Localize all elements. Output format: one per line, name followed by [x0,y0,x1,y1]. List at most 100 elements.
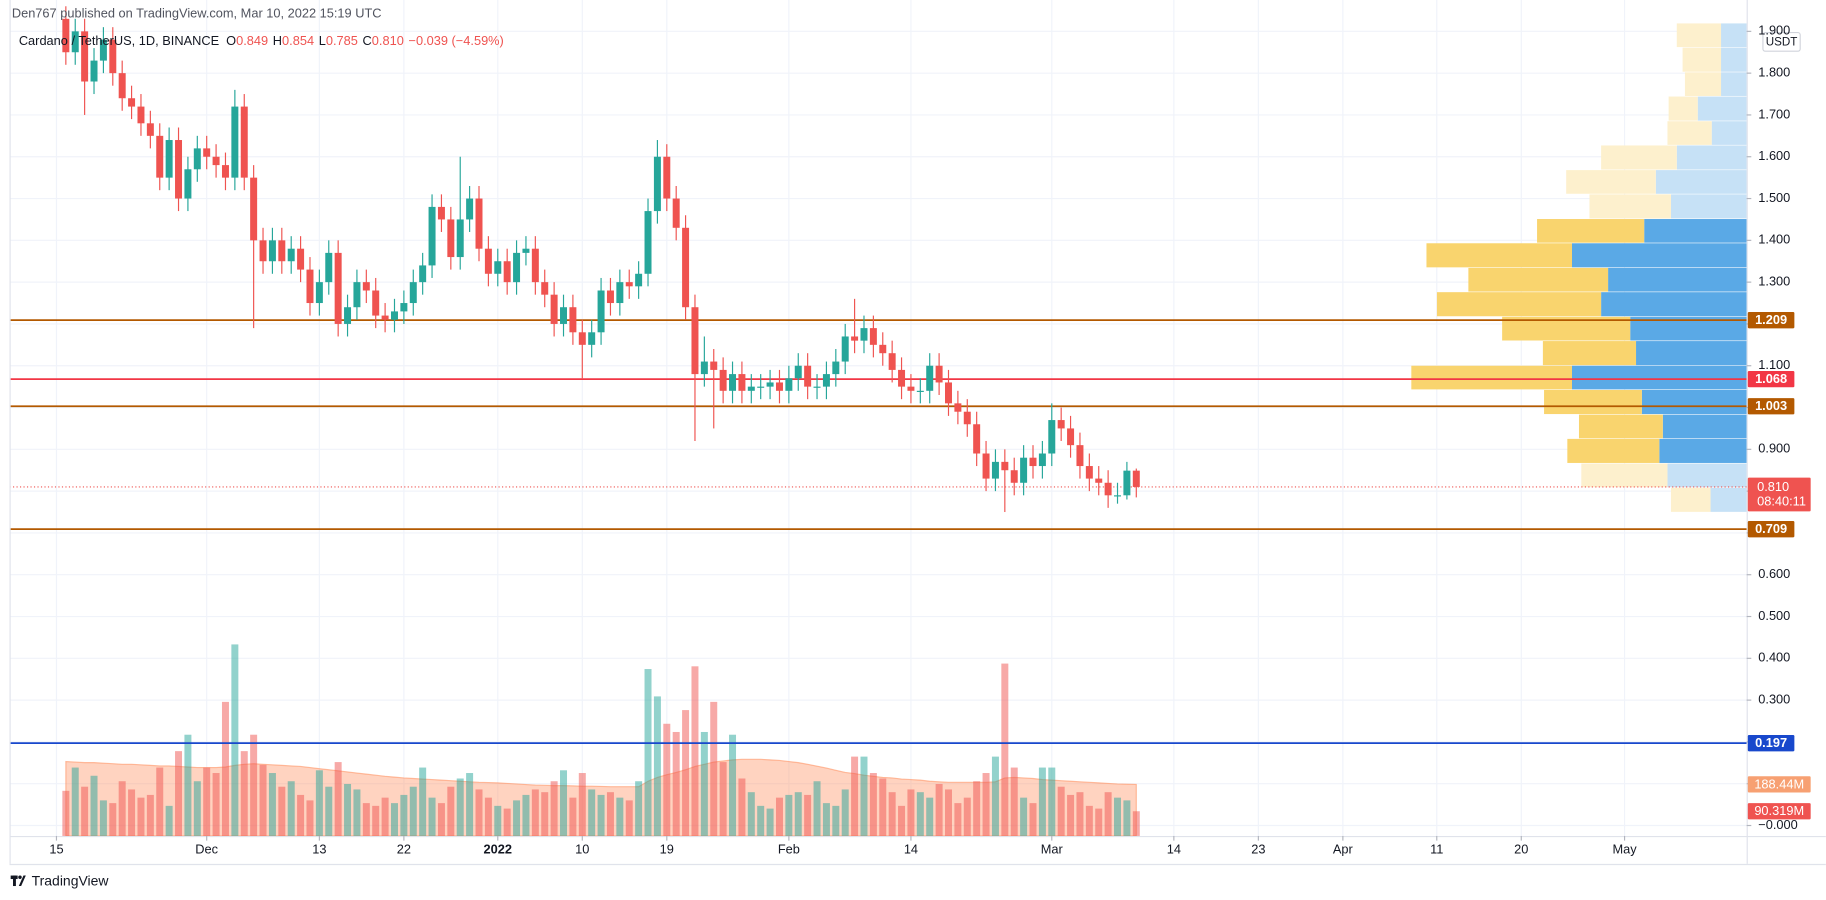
candle-body [719,369,727,391]
volume-bar [691,666,699,836]
volume-bar [813,781,821,836]
candle-body [982,453,990,479]
volume-bar [90,775,98,836]
candle-body [794,365,802,379]
level-badge: 0.709 [1755,521,1787,536]
volume-bar [672,731,680,836]
volume-bar [1020,797,1028,836]
symbol: Cardano / TetherUS, 1D, BINANCE [19,33,219,48]
legend-key: C [363,33,372,48]
candle-body [832,361,840,375]
candle-body [691,307,699,375]
volume-bar [738,778,746,836]
x-tick-label: 2022 [484,841,512,856]
volume-bar [259,764,267,836]
candle-body [954,403,962,412]
profile-up [1571,365,1747,390]
candle-body [644,211,652,274]
volume-bar [644,669,652,836]
volume-bar [128,789,136,836]
volume-bar [503,808,511,836]
brand-logo [10,875,26,887]
candle-body [409,282,417,304]
profile-down [1682,47,1722,72]
volume-bar [1038,767,1046,836]
candle-body [869,328,877,345]
profile-up [1670,194,1747,219]
candle-body [456,219,464,258]
volume-bar [99,800,107,836]
volume-bar [334,762,342,836]
volume-bar [466,773,474,836]
volume-bar [137,797,145,836]
volume-bar [419,767,427,836]
candle-body [156,135,164,178]
volume-bar [804,794,812,836]
volume-bar [1132,811,1140,836]
currency-box [1762,32,1801,52]
volume-bar [588,789,596,836]
candle-body [81,31,89,82]
candle-body [907,386,915,391]
volume-bar [1001,663,1009,836]
candle-body [475,198,483,249]
profile-up [1721,47,1747,72]
candle-body [221,165,229,178]
x-tick-label: Mar [1041,841,1064,856]
level-badge: 1.068 [1755,371,1787,386]
candle-body [945,382,952,404]
y-tick-label: 1.300 [1758,274,1790,289]
candle-body [813,386,821,388]
candle-body [963,411,971,425]
candle-body [822,374,830,387]
candle-body [1132,470,1140,487]
x-tick-label: 13 [312,841,326,856]
volume-bar [513,800,521,836]
candle-body [710,361,718,370]
volume-bar [221,701,229,836]
candle-body [653,156,661,212]
candle-body [466,198,474,220]
candle-body [381,315,389,320]
candle-body [437,206,445,220]
candle-body [90,60,98,82]
volume-bar [212,773,220,836]
profile-down [1537,219,1645,243]
volume-bar [250,734,258,836]
x-tick-label: 15 [49,841,63,856]
y-tick-label: 1.100 [1758,357,1790,372]
profile-down [1668,96,1698,121]
volume-bar [1123,800,1131,836]
volume-bar [447,786,455,836]
volume-bar [954,803,962,836]
y-tick-label: 1.700 [1758,106,1790,121]
candle-body [1057,420,1065,429]
candle-body [1038,453,1046,467]
y-tick-label: 1.400 [1758,232,1790,247]
candle-body [1085,466,1093,479]
candle-body [1104,482,1112,496]
x-tick-label: 11 [1430,841,1443,856]
volume-bar [766,808,774,836]
volume-bar [344,783,352,836]
candle-body [372,290,380,316]
candle-body [625,282,633,287]
x-tick-label: May [1612,841,1637,856]
candle-body [278,240,286,262]
volume-bar [560,770,568,836]
x-tick-label: 14 [1167,841,1181,856]
candle-body [390,311,398,320]
profile-down [1542,341,1637,366]
candle-body [231,106,239,178]
legend-change: −0.039 (−4.59%) [408,33,503,48]
candle-body [118,73,126,99]
profile-up [1636,341,1747,366]
volume-bar [700,731,708,836]
volume-bar [926,797,934,836]
volume-bar [372,805,380,836]
profile-up [1711,121,1747,145]
profile-up [1667,463,1747,488]
volume-bar [832,805,840,836]
candle-body [297,248,305,270]
candle-body [1048,420,1056,454]
